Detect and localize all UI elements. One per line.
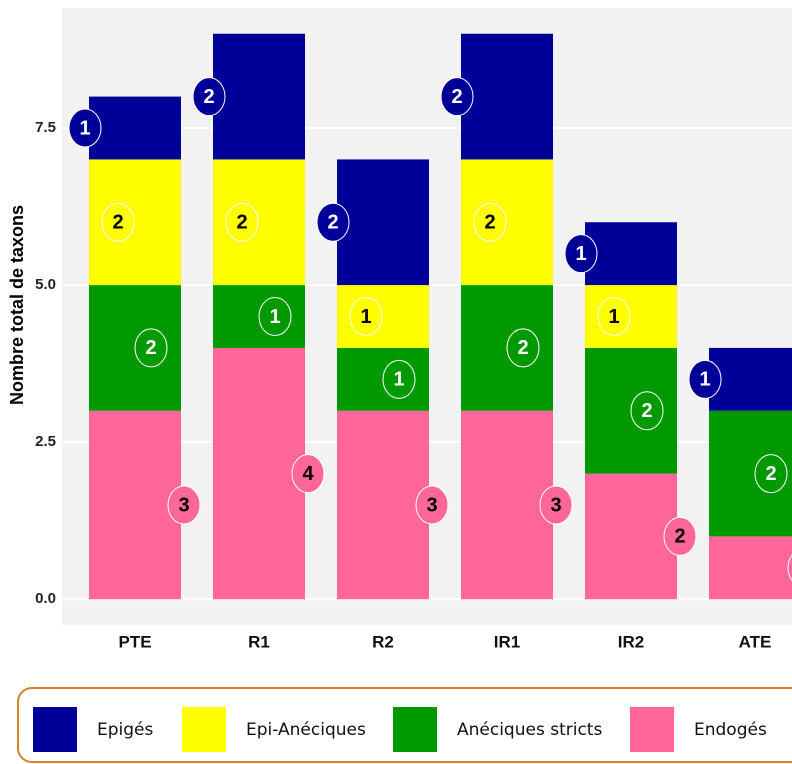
data-label: 2: [112, 212, 123, 234]
data-label-bubble: [349, 297, 383, 336]
data-label-bubble: [787, 554, 792, 582]
bar-segment: [585, 473, 677, 600]
data-label: 2: [203, 86, 214, 108]
data-label: 1: [608, 306, 619, 328]
data-label: 1: [699, 369, 710, 391]
data-label: 4: [302, 463, 314, 485]
data-label-bubble: [506, 328, 540, 368]
data-label: 1: [269, 306, 280, 328]
data-label-bubble: [382, 359, 416, 399]
data-label: 3: [550, 494, 561, 516]
data-label-bubble: [101, 202, 135, 242]
data-label-bubble: [630, 391, 664, 431]
bar-segment: [461, 33, 553, 160]
bar-segment: [709, 347, 792, 411]
legend-label: Epi-Anéciques: [246, 720, 366, 740]
data-label-bubble: [225, 202, 259, 242]
data-label-bubble: [258, 297, 292, 336]
x-tick-label: R1: [248, 632, 270, 651]
x-tick-label: IR2: [618, 632, 644, 651]
legend-box: [17, 687, 792, 763]
data-label: 2: [327, 212, 338, 234]
bar-segment: [213, 347, 305, 600]
legend-swatch: [182, 707, 226, 752]
data-label-bubble: [134, 328, 168, 368]
y-axis-label: Nombre total de taxons: [7, 205, 27, 405]
bar-segment: [585, 222, 677, 286]
data-label: 1: [393, 369, 404, 391]
data-label-bubble: [663, 516, 697, 556]
data-label: 2: [236, 212, 247, 234]
data-label-bubble: [754, 454, 788, 494]
data-label-bubble: [597, 297, 631, 336]
legend-label: Epigés: [97, 720, 154, 740]
data-label-bubble: [192, 77, 226, 117]
bar-segment: [337, 410, 429, 600]
y-tick-label: 0.0: [35, 590, 56, 607]
legend-label: Anéciques stricts: [457, 720, 602, 740]
y-tick-label: 7.5: [35, 119, 56, 136]
data-label-bubble: [473, 202, 507, 242]
data-label-bubble: [291, 454, 325, 494]
data-label: 2: [641, 400, 652, 422]
legend-label: Endogés: [694, 720, 767, 740]
data-label-bubble: [68, 108, 102, 148]
bar-segment: [89, 410, 181, 600]
data-label: 1: [79, 117, 90, 139]
data-label-bubble: [539, 485, 573, 525]
bar-segment: [337, 159, 429, 286]
y-tick-label: 5.0: [35, 276, 56, 293]
data-label: 2: [517, 337, 528, 359]
bar-segment: [709, 536, 792, 600]
data-label-bubble: [564, 234, 598, 274]
legend-swatch: [33, 707, 77, 752]
data-label-bubble: [316, 202, 350, 242]
data-label: 3: [426, 494, 437, 516]
data-label: 2: [145, 337, 156, 359]
data-label: 2: [451, 86, 462, 108]
data-label: 2: [484, 212, 495, 234]
bar-segment: [461, 410, 553, 600]
y-tick-label: 2.5: [35, 433, 56, 450]
x-tick-label: R2: [372, 632, 394, 651]
x-tick-label: ATE: [739, 632, 772, 651]
data-label: 2: [674, 526, 685, 548]
data-label-bubble: [415, 485, 449, 525]
data-label: 1: [575, 243, 586, 265]
bar-segment: [213, 33, 305, 160]
data-label: 3: [178, 494, 189, 516]
x-tick-label: PTE: [118, 632, 151, 651]
bar-segment: [89, 96, 181, 160]
data-label: 1: [360, 306, 371, 328]
data-label-bubble: [688, 359, 722, 399]
data-label-bubble: [167, 485, 201, 525]
data-label-bubble: [440, 77, 474, 117]
data-label: 2: [765, 463, 776, 485]
legend-swatch: [630, 707, 674, 752]
x-tick-label: IR1: [494, 632, 520, 651]
legend-swatch: [393, 707, 437, 752]
